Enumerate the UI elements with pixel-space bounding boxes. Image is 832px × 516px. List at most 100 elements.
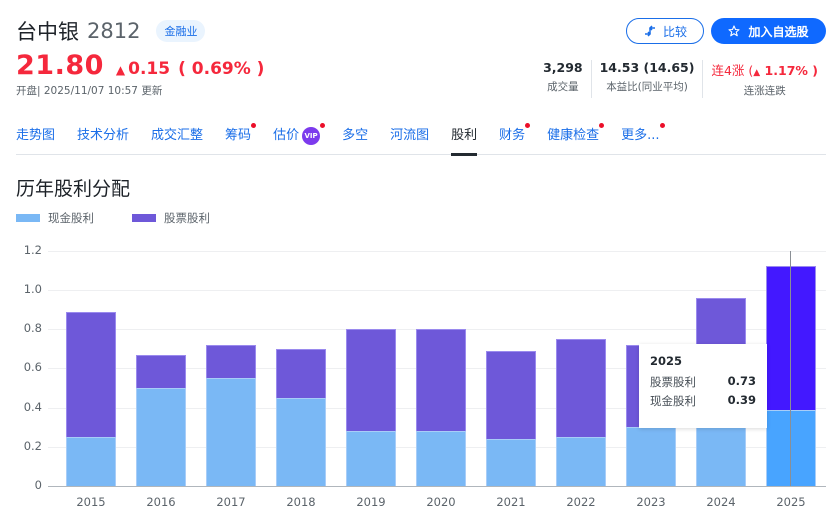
y-tick-label: 0.4 [23,399,42,414]
y-tick-label: 0 [34,478,42,492]
x-tick-label: 2019 [356,495,386,509]
add-to-watchlist-button[interactable]: 加入自选股 [711,18,826,44]
x-tick-label: 2017 [216,495,246,509]
tab-6[interactable]: 河流图 [390,126,429,155]
bar-segment-cash[interactable] [136,387,186,486]
legend-item-cash[interactable]: 现金股利 [16,210,94,226]
tab-0[interactable]: 走势图 [16,126,55,155]
tab-9[interactable]: 健康检查 [547,123,605,155]
streak-value: 连4涨 (▲ 1.17% ) [711,63,818,78]
x-axis-line [48,486,826,487]
stat-streak: 连4涨 (▲ 1.17% ) 连涨连跌 [702,60,826,98]
tab-1[interactable]: 技术分析 [77,126,129,155]
x-tick-label: 2025 [776,495,806,509]
bar-segment-stock[interactable] [346,329,396,432]
up-triangle-icon: ▲ [115,63,126,77]
chart-legend: 现金股利 股票股利 [16,210,248,226]
tab-label: 股利 [451,128,478,143]
bar-segment-cash[interactable] [346,431,396,486]
gridline [48,290,826,291]
tab-2[interactable]: 成交汇整 [151,126,203,155]
tab-4[interactable]: 估价 VIP [273,123,326,155]
streak-label: 连涨连跌 [743,85,786,97]
x-tick-label: 2022 [566,495,596,509]
tab-label: 估价 [273,128,300,143]
legend-label-cash: 现金股利 [48,211,94,225]
price-change-pct: ( 0.69% ) [178,59,265,79]
pe-label: 本益比(同业平均) [606,81,688,93]
chart-tooltip: 2025 股票股利 0.73 现金股利 0.39 [639,344,767,428]
notification-dot-icon [320,123,326,128]
current-price: 21.80 [16,50,104,81]
update-time: 开盘| 2025/11/07 10:57 更新 [16,85,163,97]
watchlist-label: 加入自选股 [748,24,809,39]
bar-2025[interactable] [766,266,816,486]
pe-value: 14.53 (14.65) [599,60,695,75]
tab-5[interactable]: 多空 [342,126,368,155]
stock-name: 台中银 [16,20,79,44]
y-tick-label: 1.0 [23,282,42,296]
x-tick-label: 2023 [636,495,666,509]
compare-label: 比较 [662,24,687,39]
bar-segment-cash[interactable] [276,397,326,486]
tab-7[interactable]: 股利 [451,126,478,156]
bar-segment-stock[interactable] [486,350,536,439]
compare-arrows-icon [644,25,655,37]
price-change-value: 0.15 [128,59,171,79]
section-title: 历年股利分配 [16,178,131,200]
stat-pe-ratio: 14.53 (14.65) 本益比(同业平均) [590,60,703,98]
x-tick-label: 2024 [706,495,736,509]
legend-swatch-stock [132,214,156,222]
y-tick-label: 1.2 [23,242,42,257]
bar-2022[interactable] [556,339,606,486]
notification-dot-icon [599,123,605,128]
star-icon [728,25,741,37]
tab-10[interactable]: 更多... [621,123,665,155]
tooltip-label: 现金股利 [650,394,696,408]
x-tick-label: 2021 [496,495,526,509]
bar-segment-stock[interactable] [206,344,256,379]
compare-button[interactable]: 比较 [626,18,704,44]
stat-volume: 3,298 成交量 [535,60,591,98]
bar-segment-cash[interactable] [66,436,116,486]
bar-2017[interactable] [206,344,256,486]
bar-2019[interactable] [346,329,396,486]
tab-3[interactable]: 筹码 [225,123,257,155]
up-triangle-icon: ▲ [753,68,761,78]
bar-segment-cash[interactable] [766,409,816,486]
tooltip-value: 0.39 [727,393,756,407]
bar-2016[interactable] [136,354,186,486]
bar-segment-cash[interactable] [556,437,606,486]
tooltip-title: 2025 [650,354,683,368]
tab-label: 更多... [621,128,660,143]
bar-segment-cash[interactable] [486,438,536,486]
legend-item-stock[interactable]: 股票股利 [132,210,210,226]
y-tick-label: 0.8 [23,321,42,336]
gridline [48,250,826,252]
notification-dot-icon [525,123,531,128]
hover-cursor-line [790,251,791,486]
bar-2021[interactable] [486,350,536,486]
bar-2015[interactable] [66,311,116,486]
volume-label: 成交量 [547,81,579,93]
dividend-chart[interactable]: 0 0.2 0.4 0.6 0.8 1.0 1.2 2015 2016 2017 2018 2019 2… [0,240,832,516]
bar-segment-stock[interactable] [276,348,326,398]
tooltip-label: 股票股利 [650,375,696,389]
sector-badge[interactable]: 金融业 [156,20,206,42]
bar-segment-cash[interactable] [626,427,676,486]
bar-segment-stock[interactable] [416,329,466,432]
tab-label: 健康检查 [547,128,600,143]
bar-segment-stock[interactable] [66,311,116,437]
x-tick-label: 2016 [146,495,176,509]
bar-segment-stock[interactable] [556,339,606,437]
bar-segment-cash[interactable] [416,431,466,486]
bar-2018[interactable] [276,348,326,486]
tab-8[interactable]: 财务 [499,123,531,155]
stock-header: 台中银 2812 金融业 21.80 ▲ 0.15 ( 0.69% ) 开盘| 2… [16,14,264,98]
bar-segment-cash[interactable] [206,378,256,486]
bar-segment-stock[interactable] [136,354,186,388]
tooltip-value: 0.73 [727,374,756,388]
bar-segment-stock[interactable] [766,266,816,410]
bar-2020[interactable] [416,329,466,486]
y-tick-label: 0.6 [23,360,42,375]
